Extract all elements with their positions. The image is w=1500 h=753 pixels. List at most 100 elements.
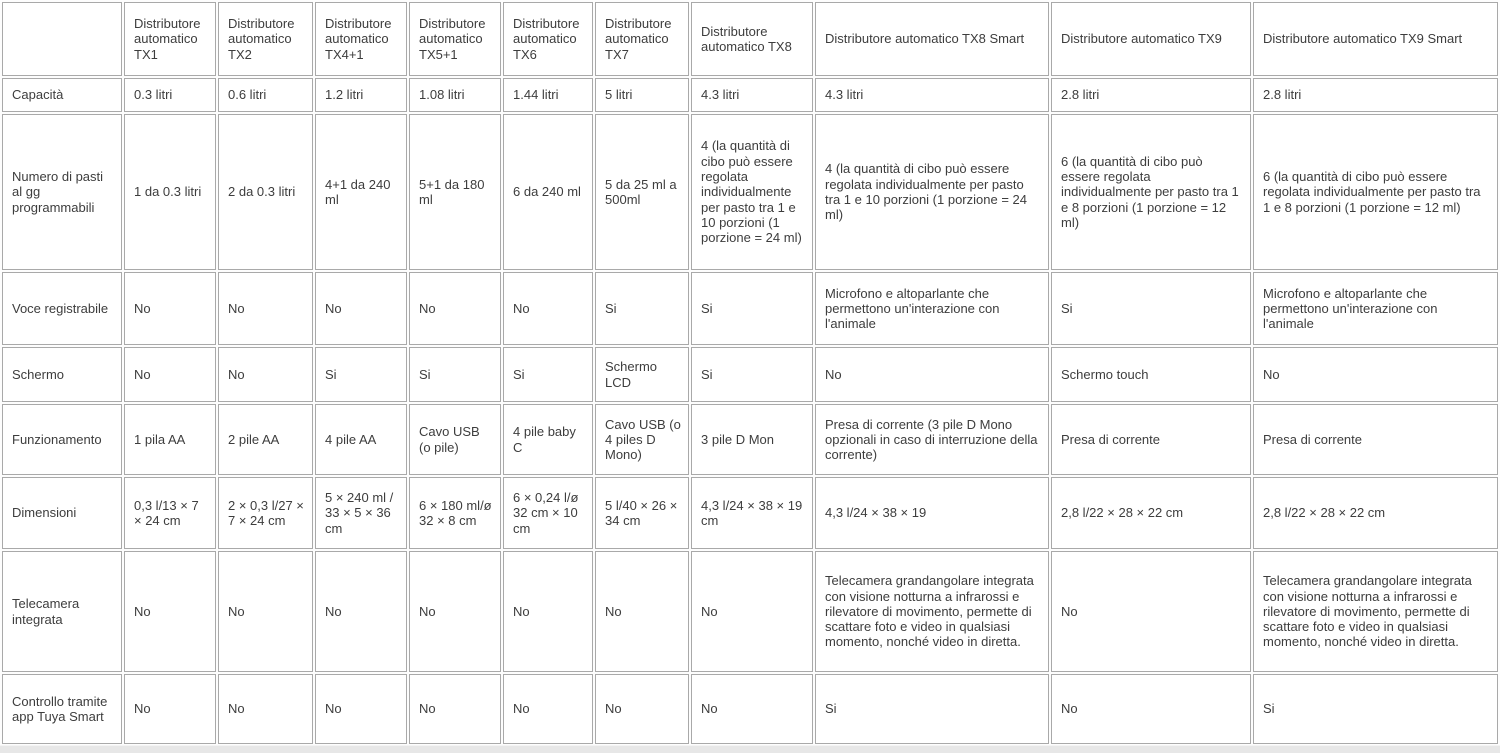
table-cell: 6 (la quantità di cibo può essere regola… [1253,114,1498,270]
table-cell: No [315,551,407,672]
table-cell: No [503,551,593,672]
table-cell: Si [409,347,501,402]
table-cell: 0,3 l/13 × 7 × 24 cm [124,477,216,549]
column-header: Distributore automatico TX4+1 [315,2,407,76]
table-cell: No [691,551,813,672]
table-cell: No [503,674,593,744]
table-row: Dimensioni 0,3 l/13 × 7 × 24 cm 2 × 0,3 l/… [2,477,1498,549]
row-label: Capacità [2,78,122,112]
table-cell: 0.6 litri [218,78,313,112]
table-cell: 6 × 0,24 l/ø 32 cm × 10 cm [503,477,593,549]
table-cell: No [409,272,501,345]
column-header: Distributore automatico TX7 [595,2,689,76]
column-header: Distributore automatico TX9 [1051,2,1251,76]
table-cell: 4.3 litri [691,78,813,112]
table-body: Capacità 0.3 litri 0.6 litri 1.2 litri 1.08 … [2,78,1498,744]
table-cell: 2.8 litri [1253,78,1498,112]
row-label: Telecamera integrata [2,551,122,672]
horizontal-scrollbar[interactable] [0,745,1500,753]
table-cell: 6 (la quantità di cibo può essere regola… [1051,114,1251,270]
row-label: Dimensioni [2,477,122,549]
table-row: Numero di pasti al gg programmabili 1 da … [2,114,1498,270]
table-row: Funzionamento 1 pila AA 2 pile AA 4 pile AA… [2,404,1498,475]
table-cell: No [124,551,216,672]
table-cell: No [409,674,501,744]
row-label: Schermo [2,347,122,402]
table-cell: No [218,347,313,402]
table-cell: 6 × 180 ml/ø 32 × 8 cm [409,477,501,549]
table-cell: Si [1051,272,1251,345]
table-cell: No [124,347,216,402]
table-cell: 4+1 da 240 ml [315,114,407,270]
table-cell: 4,3 l/24 × 38 × 19 cm [691,477,813,549]
table-cell: 5 × 240 ml / 33 × 5 × 36 cm [315,477,407,549]
table-cell: No [124,674,216,744]
column-header: Distributore automatico TX5+1 [409,2,501,76]
table-cell: 2 pile AA [218,404,313,475]
table-cell: Schermo LCD [595,347,689,402]
table-cell: No [218,272,313,345]
table-cell: Microfono e altoparlante che permettono … [1253,272,1498,345]
table-cell: No [595,551,689,672]
column-header: Distributore automatico TX8 [691,2,813,76]
table-cell: 0.3 litri [124,78,216,112]
table-cell: Cavo USB (o 4 piles D Mono) [595,404,689,475]
table-cell: 5 da 25 ml a 500ml [595,114,689,270]
table-cell: 1.2 litri [315,78,407,112]
table-cell: Presa di corrente [1253,404,1498,475]
table-cell: 4 pile AA [315,404,407,475]
table-cell: Cavo USB (o pile) [409,404,501,475]
table-cell: 2 × 0,3 l/27 × 7 × 24 cm [218,477,313,549]
table-cell: 3 pile D Mon [691,404,813,475]
table-cell: 4,3 l/24 × 38 × 19 [815,477,1049,549]
table-cell: 1.08 litri [409,78,501,112]
table-cell: 4 (la quantità di cibo può essere regola… [691,114,813,270]
column-header: Distributore automatico TX8 Smart [815,2,1049,76]
column-header: Distributore automatico TX6 [503,2,593,76]
table-cell: Si [691,272,813,345]
table-cell: Telecamera grandangolare integrata con v… [815,551,1049,672]
table-row: Voce registrabile No No No No No Si Si Microfono… [2,272,1498,345]
table-cell: No [595,674,689,744]
table-cell: No [503,272,593,345]
row-label: Funzionamento [2,404,122,475]
table-row: Controllo tramite app Tuya Smart No No No No… [2,674,1498,744]
header-row: Distributore automatico TX1 Distributore … [2,2,1498,76]
table-cell: 5 l/40 × 26 × 34 cm [595,477,689,549]
row-label: Voce registrabile [2,272,122,345]
table-cell: No [315,674,407,744]
table-cell: 5+1 da 180 ml [409,114,501,270]
table-cell: No [1253,347,1498,402]
table-cell: Si [315,347,407,402]
table-cell: 2.8 litri [1051,78,1251,112]
table-cell: Si [503,347,593,402]
table-cell: 4 pile baby C [503,404,593,475]
table-cell: 1 da 0.3 litri [124,114,216,270]
table-cell: 4 (la quantità di cibo può essere regola… [815,114,1049,270]
column-header: Distributore automatico TX2 [218,2,313,76]
table-cell: 2,8 l/22 × 28 × 22 cm [1253,477,1498,549]
table-cell: No [691,674,813,744]
table-cell: 6 da 240 ml [503,114,593,270]
table-row: Telecamera integrata No No No No No No No Teleca… [2,551,1498,672]
corner-cell [2,2,122,76]
table-cell: Si [691,347,813,402]
table-cell: No [124,272,216,345]
table-cell: Presa di corrente (3 pile D Mono opziona… [815,404,1049,475]
table-cell: No [1051,674,1251,744]
table-cell: Si [1253,674,1498,744]
table-cell: No [315,272,407,345]
table-cell: 1 pila AA [124,404,216,475]
table-cell: No [218,674,313,744]
table-cell: No [218,551,313,672]
table-cell: No [1051,551,1251,672]
table-cell: Presa di corrente [1051,404,1251,475]
table-cell: 1.44 litri [503,78,593,112]
table-row: Capacità 0.3 litri 0.6 litri 1.2 litri 1.08 … [2,78,1498,112]
table-cell: 2 da 0.3 litri [218,114,313,270]
column-header: Distributore automatico TX1 [124,2,216,76]
table-cell: 5 litri [595,78,689,112]
column-header: Distributore automatico TX9 Smart [1253,2,1498,76]
